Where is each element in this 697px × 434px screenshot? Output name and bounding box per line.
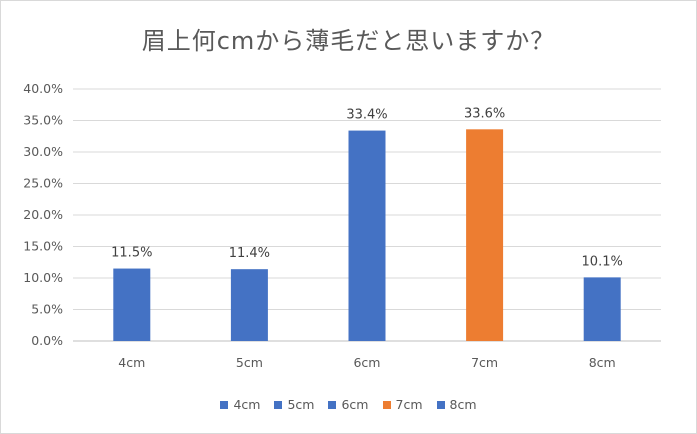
x-tick-label: 8cm bbox=[589, 355, 616, 370]
y-tick-label: 0.0% bbox=[31, 333, 63, 348]
x-tick-label: 7cm bbox=[471, 355, 498, 370]
legend-label: 6cm bbox=[341, 397, 369, 412]
legend-item: 6cm bbox=[328, 397, 369, 412]
y-tick-label: 15.0% bbox=[23, 239, 63, 254]
y-tick-label: 40.0% bbox=[23, 81, 63, 96]
y-tick-label: 30.0% bbox=[23, 144, 63, 159]
legend-label: 7cm bbox=[395, 397, 423, 412]
x-tick-label: 6cm bbox=[353, 355, 380, 370]
legend-label: 5cm bbox=[287, 397, 315, 412]
data-label: 33.4% bbox=[346, 108, 387, 123]
legend-swatch bbox=[328, 400, 337, 409]
x-tick-label: 4cm bbox=[118, 355, 145, 370]
y-tick-label: 25.0% bbox=[23, 176, 63, 191]
legend: 4cm 5cm 6cm 7cm 8cm bbox=[1, 397, 696, 412]
legend-swatch bbox=[382, 400, 391, 409]
data-label: 11.4% bbox=[229, 246, 270, 261]
legend-label: 8cm bbox=[449, 397, 477, 412]
legend-item: 8cm bbox=[436, 397, 477, 412]
legend-item: 7cm bbox=[382, 397, 423, 412]
data-label: 11.5% bbox=[111, 246, 152, 261]
y-tick-label: 35.0% bbox=[23, 113, 63, 128]
legend-swatch bbox=[220, 400, 229, 409]
bar bbox=[348, 130, 386, 341]
data-label: 33.6% bbox=[464, 106, 505, 121]
bar bbox=[583, 277, 621, 341]
x-tick-label: 5cm bbox=[236, 355, 263, 370]
chart-title: 眉上何cmから薄毛だと思いますか？ bbox=[141, 27, 556, 55]
bar bbox=[113, 268, 151, 341]
legend-item: 5cm bbox=[274, 397, 314, 412]
legend-label: 4cm bbox=[233, 397, 261, 412]
legend-swatch bbox=[274, 400, 283, 409]
legend-item: 4cm bbox=[220, 397, 260, 412]
bar bbox=[466, 129, 504, 341]
bar bbox=[230, 269, 268, 341]
y-tick-label: 5.0% bbox=[31, 302, 63, 317]
data-label: 10.1% bbox=[582, 254, 623, 269]
legend-swatch bbox=[436, 400, 445, 409]
y-tick-label: 20.0% bbox=[23, 207, 63, 222]
y-tick-label: 10.0% bbox=[23, 270, 63, 285]
